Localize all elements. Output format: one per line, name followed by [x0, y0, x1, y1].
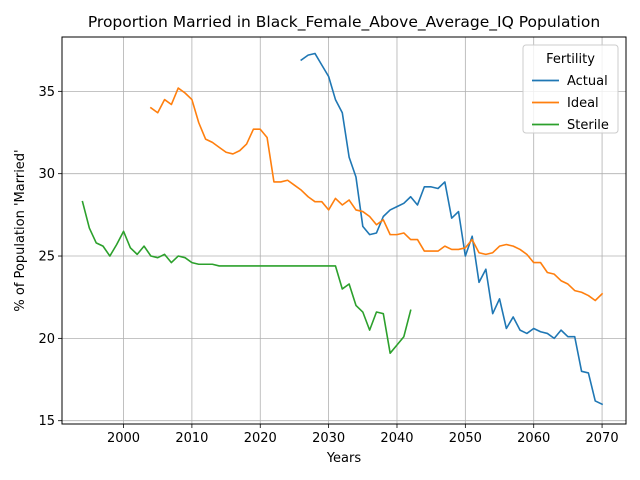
x-tick-label: 2030 — [312, 431, 345, 446]
y-tick-label: 30 — [38, 167, 55, 182]
chart-title: Proportion Married in Black_Female_Above… — [88, 13, 600, 32]
x-axis-label: Years — [326, 451, 362, 466]
x-tick-label: 2040 — [380, 431, 413, 446]
x-tick-label: 2060 — [517, 431, 550, 446]
y-tick-label: 35 — [38, 85, 55, 100]
y-axis-label: % of Population 'Married' — [13, 149, 28, 311]
x-tick-label: 2000 — [107, 431, 140, 446]
legend-label-sterile: Sterile — [567, 118, 609, 133]
legend: Fertility Actual Ideal Sterile — [523, 45, 618, 133]
legend-title: Fertility — [546, 52, 595, 67]
legend-label-actual: Actual — [567, 74, 608, 89]
x-tick-label: 2070 — [586, 431, 619, 446]
y-tick-label: 25 — [38, 250, 55, 265]
legend-label-ideal: Ideal — [567, 96, 599, 111]
x-tick-label: 2050 — [449, 431, 482, 446]
y-tick-label: 20 — [38, 332, 55, 347]
y-tick-label: 15 — [38, 414, 55, 429]
x-tick-label: 2020 — [244, 431, 277, 446]
x-tick-label: 2010 — [175, 431, 208, 446]
